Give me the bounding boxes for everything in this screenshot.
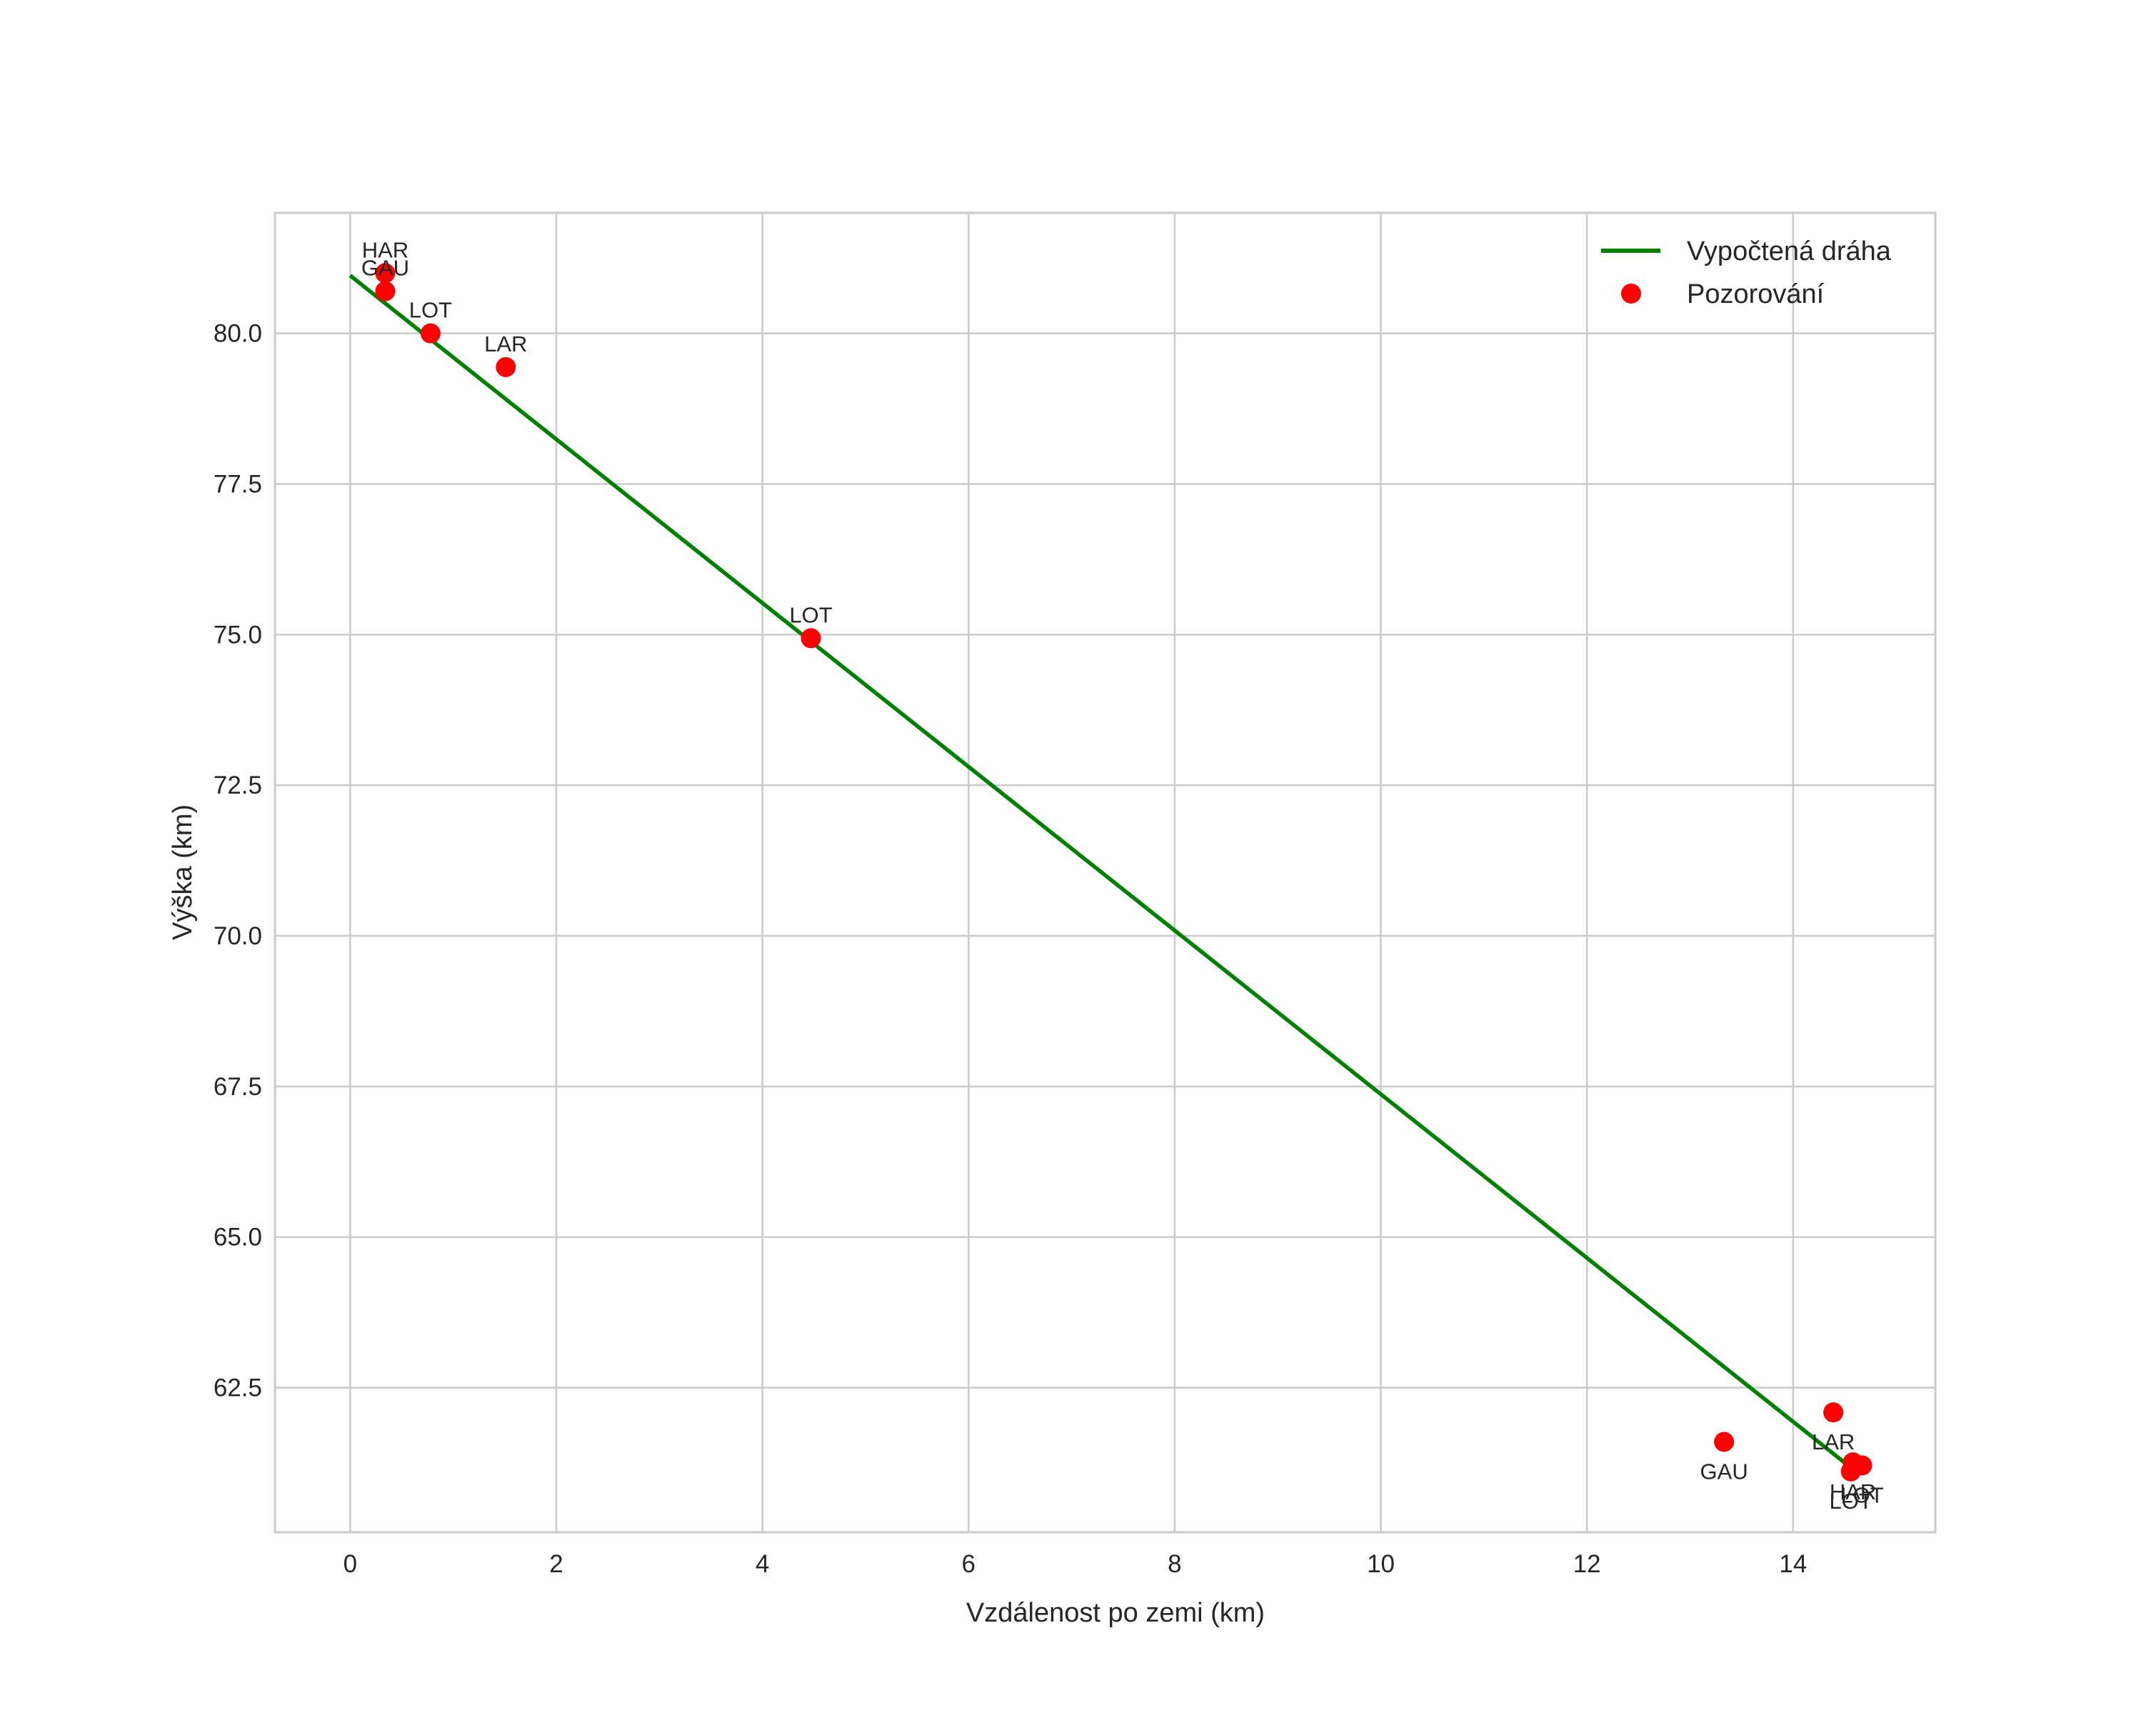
observation-marker xyxy=(1840,1461,1861,1482)
y-tick-label: 65.0 xyxy=(214,1224,262,1252)
y-tick-label: 80.0 xyxy=(214,320,262,348)
x-tick-label: 6 xyxy=(962,1550,976,1578)
y-tick-label: 70.0 xyxy=(214,922,262,950)
legend: Vypočtená dráha Pozorování xyxy=(1601,236,1892,309)
x-axis-ticks: 0 2 4 6 8 10 12 14 xyxy=(344,1550,1807,1578)
x-tick-label: 4 xyxy=(756,1550,769,1578)
station-label: GAU xyxy=(1700,1459,1748,1484)
y-axis-ticks: 62.5 65.0 67.5 70.0 72.5 75.0 77.5 80.0 xyxy=(214,320,262,1402)
plot-frame xyxy=(274,211,1937,1534)
observation-marker xyxy=(496,356,516,377)
observation-marker xyxy=(1823,1402,1844,1423)
x-tick-label: 8 xyxy=(1168,1550,1181,1578)
grid-lines xyxy=(275,213,1935,1532)
y-tick-label: 77.5 xyxy=(214,471,262,499)
station-label: LOT xyxy=(789,602,832,627)
station-label: LAR xyxy=(1812,1429,1855,1454)
observation-points xyxy=(375,263,1872,1482)
legend-label-computed-path: Vypočtená dráha xyxy=(1687,236,1892,266)
observation-marker xyxy=(1714,1432,1735,1452)
station-label: HAR xyxy=(1830,1479,1876,1504)
station-label: LAR xyxy=(484,331,527,356)
observation-marker xyxy=(420,323,441,344)
legend-marker-icon xyxy=(1621,284,1641,304)
station-label: HAR xyxy=(362,237,408,262)
y-tick-label: 72.5 xyxy=(214,771,262,799)
computed-trajectory-line xyxy=(349,274,1857,1473)
x-tick-label: 14 xyxy=(1779,1550,1807,1578)
x-tick-label: 0 xyxy=(344,1550,357,1578)
observation-marker xyxy=(375,281,396,301)
observation-marker xyxy=(375,263,396,284)
y-tick-label: 67.5 xyxy=(214,1073,262,1101)
x-tick-label: 2 xyxy=(549,1550,563,1578)
station-label: LOT xyxy=(409,298,452,323)
station-label: LOT xyxy=(1840,1482,1883,1507)
x-tick-label: 10 xyxy=(1367,1550,1395,1578)
x-tick-label: 12 xyxy=(1573,1550,1601,1578)
trajectory-line xyxy=(349,274,1857,1473)
observation-marker xyxy=(801,628,821,649)
station-label: LOT xyxy=(1830,1489,1872,1514)
y-axis-label: Výška (km) xyxy=(168,804,198,940)
x-axis-label: Vzdálenost po zemi (km) xyxy=(966,1598,1265,1628)
legend-label-observations: Pozorování xyxy=(1687,279,1825,309)
y-tick-label: 75.0 xyxy=(214,621,262,649)
station-label: GAU xyxy=(361,256,409,281)
y-tick-label: 62.5 xyxy=(214,1374,262,1402)
